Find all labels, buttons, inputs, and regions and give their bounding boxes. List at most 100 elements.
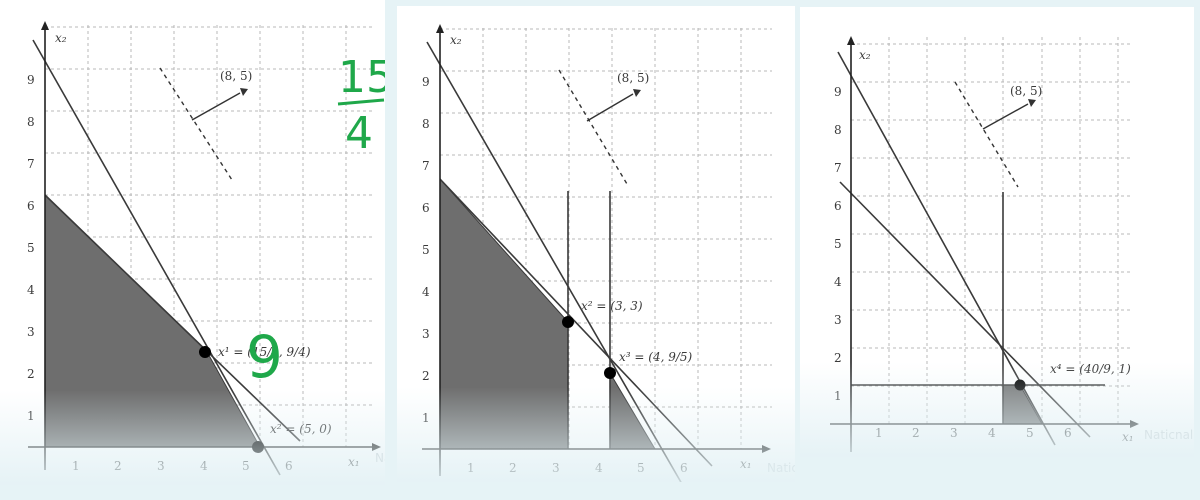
x-tick-label: 6 [1064,426,1072,440]
y-tick-labels-3: 1 2 3 4 5 6 7 8 9 [834,85,842,403]
x-axis-arrow-2 [762,445,771,453]
point-x1-marker [199,346,211,358]
x-tick-label: 1 [467,461,475,475]
x-tick-label: 3 [552,461,560,475]
feasible-region-right-2 [609,371,656,450]
y-tick-label: 2 [422,369,430,383]
y-tick-label: 6 [27,199,35,213]
y-tick-label: 8 [834,123,842,137]
x-tick-label: 3 [950,426,958,440]
handwritten-note-digit: 9 [246,323,283,391]
objective-direction-arrow-1 [191,92,241,121]
graph-panel-3: x₂ x₁ 1 2 3 4 5 6 1 2 3 4 5 6 7 8 9 (8, … [800,7,1194,457]
y-tick-label: 4 [27,283,35,297]
y-tick-label: 7 [422,159,430,173]
y-tick-label: 9 [834,85,842,99]
note-fraction-bar [337,98,385,106]
x-tick-labels-1: 1 2 3 4 5 6 [72,459,293,473]
point-x4-marker [1014,379,1026,391]
objective-arrowhead-2 [633,89,641,97]
y-axis-arrow-1 [41,21,49,30]
point-x2-label-2: x² = (3, 3) [581,299,643,313]
y-tick-label: 3 [27,325,35,339]
objective-level-line-2b [558,69,628,185]
y-tick-label: 5 [834,237,842,251]
objective-level-line-3 [954,81,1019,188]
point-x4-label: x⁴ = (40/9, 1) [1050,362,1131,376]
x-tick-label: 5 [637,461,645,475]
x-tick-label: 2 [509,461,517,475]
graph-3-svg: x₂ x₁ 1 2 3 4 5 6 1 2 3 4 5 6 7 8 9 (8, … [830,36,1193,452]
graph-1-svg: x₂ x₁ 1 2 3 4 5 6 1 2 3 4 5 6 7 8 9 (8, … [27,21,385,476]
x-tick-label: 4 [200,459,208,473]
y-axis-label-3: x₂ [859,48,871,62]
x-tick-label: 4 [988,426,996,440]
y-tick-label: 7 [834,161,842,175]
y-tick-label: 1 [27,409,35,423]
x-axis-label-2: x₁ [740,457,752,471]
y-tick-label: 9 [422,75,430,89]
feasible-region-3 [1002,384,1043,425]
y-tick-label: 1 [834,389,842,403]
grid-3 [851,37,1130,424]
x-tick-labels-3: 1 2 3 4 5 6 [875,426,1072,440]
point-x1-label: x¹ = (15/4, 9/4) [218,345,311,359]
y-tick-label: 1 [422,411,430,425]
x-tick-label: 5 [242,459,250,473]
y-tick-label: 8 [422,117,430,131]
y-tick-label: 3 [422,327,430,341]
y-axis-label-2: x₂ [450,33,462,47]
graph-panel-2: x₂ x₁ 1 2 3 4 5 6 1 2 3 4 5 6 7 8 9 (8, … [397,6,795,482]
x-axis-label-3: x₁ [1122,430,1134,444]
objective-arrowhead-3 [1028,99,1036,107]
x-tick-label: 4 [595,461,603,475]
watermark-2: Naticnal [767,461,795,475]
direction-label-2: (8, 5) [617,71,649,85]
handwritten-note-fraction: 15 4 [337,52,385,159]
objective-direction-arrow-2 [586,93,634,122]
note-fraction-denominator: 4 [345,108,373,159]
x-tick-label: 2 [114,459,122,473]
x-axis-arrow-3 [1130,420,1139,428]
y-tick-label: 8 [27,115,35,129]
x-tick-label: 6 [680,461,688,475]
y-tick-label: 6 [834,199,842,213]
feasible-region-left-2 [439,177,569,450]
x-tick-labels-2: 1 2 3 4 5 6 [467,461,688,475]
y-tick-label: 5 [27,241,35,255]
graph-2-svg: x₂ x₁ 1 2 3 4 5 6 1 2 3 4 5 6 7 8 9 (8, … [422,24,795,482]
objective-direction-arrow-3 [982,103,1029,130]
y-tick-label: 5 [422,243,430,257]
point-x3-marker [604,367,616,379]
x-tick-label: 3 [157,459,165,473]
x-tick-label: 5 [1026,426,1034,440]
y-tick-label: 4 [422,285,430,299]
watermark-3: Naticnal [1144,428,1193,442]
direction-label-1: (8, 5) [220,69,252,83]
point-x2-marker-2 [562,316,574,328]
direction-label-3: (8, 5) [1010,84,1042,98]
point-x2-label: x² = (5, 0) [270,422,332,436]
y-tick-label: 4 [834,275,842,289]
note-fraction-numerator: 15 [338,52,385,103]
y-axis-label-1: x₂ [55,31,67,45]
x-tick-label: 2 [912,426,920,440]
y-tick-label: 2 [27,367,35,381]
watermark-1: Naticnal [375,451,385,465]
x-tick-label: 1 [875,426,883,440]
y-tick-label: 3 [834,313,842,327]
y-tick-label: 2 [834,351,842,365]
y-axis-arrow-3 [847,36,855,45]
objective-arrowhead-1 [240,88,248,96]
y-tick-label: 6 [422,201,430,215]
graph-panel-1: x₂ x₁ 1 2 3 4 5 6 1 2 3 4 5 6 7 8 9 (8, … [0,0,385,485]
y-tick-label: 7 [27,157,35,171]
point-x3-label: x³ = (4, 9/5) [619,350,693,364]
x-axis-arrow-1 [372,443,381,451]
x-axis-label-1: x₁ [348,455,360,469]
y-tick-labels-2: 1 2 3 4 5 6 7 8 9 [422,75,430,425]
y-tick-label: 9 [27,73,35,87]
point-x2-marker [252,441,264,453]
y-tick-labels-1: 1 2 3 4 5 6 7 8 9 [27,73,35,423]
y-axis-arrow-2 [436,24,444,33]
